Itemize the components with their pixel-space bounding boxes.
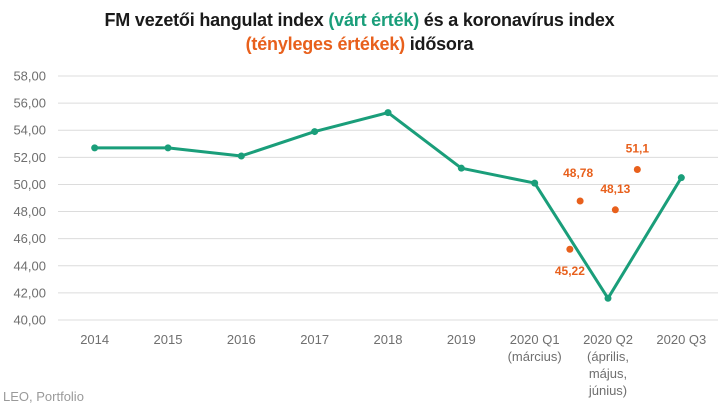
y-tick-label: 56,00 <box>13 96 46 111</box>
data-label: 48,13 <box>600 182 630 196</box>
y-tick-label: 42,00 <box>13 285 46 300</box>
title-text-5: idősora <box>404 34 474 54</box>
expected-series-point <box>384 109 392 117</box>
y-tick-label: 46,00 <box>13 231 46 246</box>
title-text-3: és a koronavírus index <box>419 10 615 30</box>
chart-title: FM vezetői hangulat index (várt érték) é… <box>0 8 719 56</box>
y-tick-label: 44,00 <box>13 258 46 273</box>
expected-series-point <box>237 152 245 160</box>
y-tick-label: 54,00 <box>13 123 46 138</box>
y-tick-label: 48,00 <box>13 204 46 219</box>
title-text-1: FM vezetői hangulat index <box>104 10 329 30</box>
chart-title-line-2: (tényleges értékek) idősora <box>0 32 719 56</box>
expected-series-point <box>677 174 685 182</box>
actual-value-point <box>576 197 584 205</box>
data-label: 45,22 <box>555 264 585 278</box>
x-tick-label: 2018 <box>374 332 403 347</box>
expected-series-point <box>311 128 319 136</box>
source-note: LEO, Portfolio <box>3 389 84 404</box>
x-tick-label: 2015 <box>154 332 183 347</box>
chart-title-line-1: FM vezetői hangulat index (várt érték) é… <box>0 8 719 32</box>
actual-value-point <box>633 166 641 174</box>
y-tick-label: 58,00 <box>13 69 46 84</box>
x-tick-label: 2020 Q2 (április, május, június) <box>583 332 633 398</box>
y-tick-label: 52,00 <box>13 150 46 165</box>
expected-series-point <box>91 144 99 152</box>
actual-value-point <box>611 206 619 214</box>
y-tick-label: 50,00 <box>13 177 46 192</box>
expected-series-line <box>94 111 683 300</box>
x-tick-label: 2020 Q3 <box>656 332 706 347</box>
x-tick-label: 2020 Q1 (március) <box>508 332 562 364</box>
data-label: 51,1 <box>626 142 650 156</box>
expected-series-point <box>164 144 172 152</box>
expected-series-point <box>531 179 539 187</box>
y-tick-label: 40,00 <box>13 313 46 328</box>
x-tick-label: 2014 <box>80 332 109 347</box>
data-label: 48,78 <box>563 166 593 180</box>
actual-value-point <box>566 245 574 253</box>
x-tick-label: 2017 <box>300 332 329 347</box>
title-text-actual: (tényleges értékek) <box>245 34 405 54</box>
expected-series-point <box>604 294 612 302</box>
title-text-expected: (várt érték) <box>328 10 419 30</box>
expected-series-point <box>457 164 465 172</box>
x-tick-label: 2019 <box>447 332 476 347</box>
x-tick-label: 2016 <box>227 332 256 347</box>
